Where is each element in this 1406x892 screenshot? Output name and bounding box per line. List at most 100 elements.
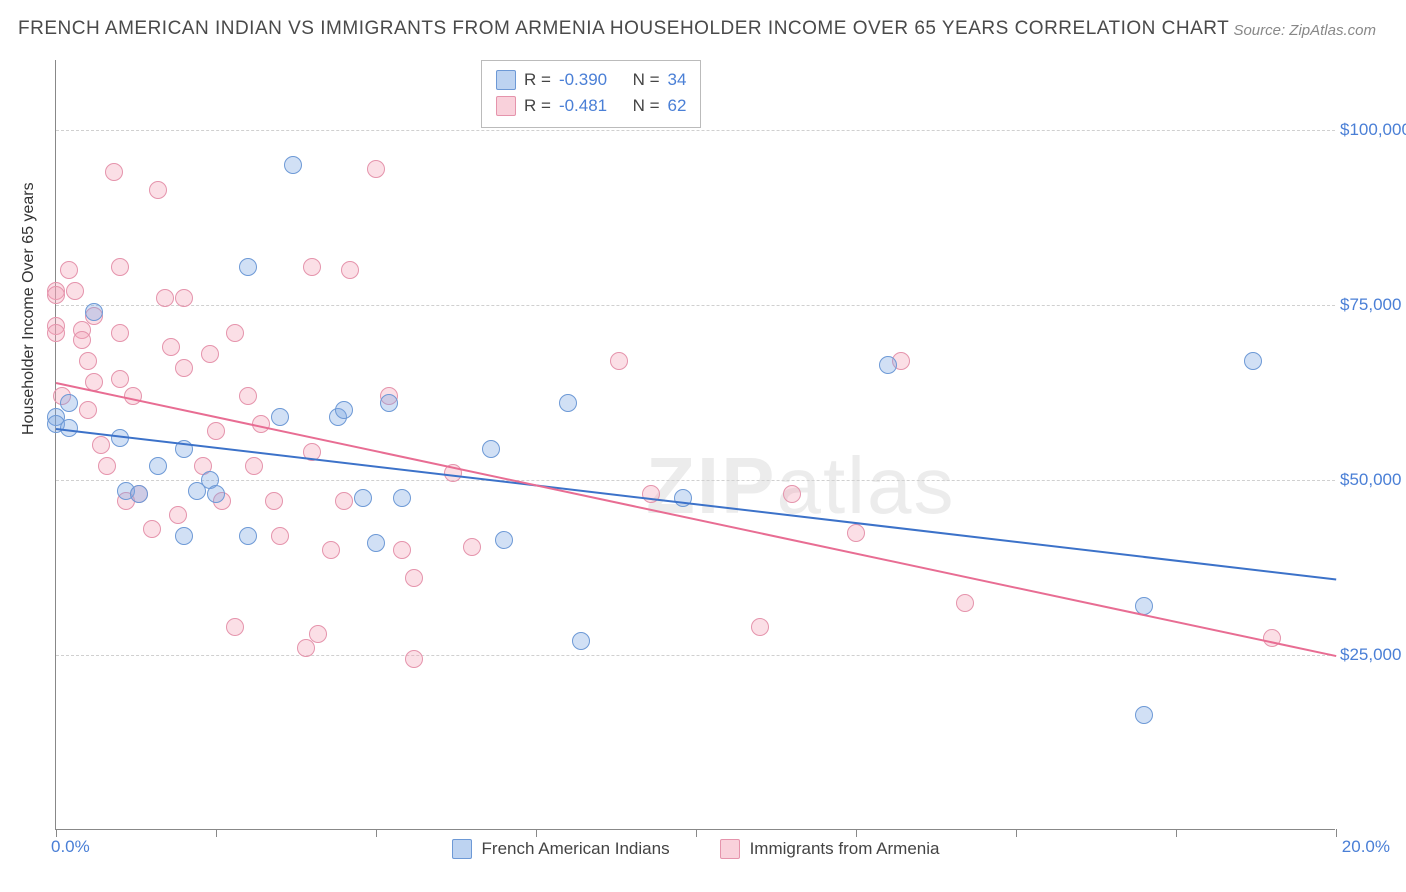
- scatter-point-pink: [405, 569, 423, 587]
- scatter-point-pink: [111, 324, 129, 342]
- scatter-point-blue: [130, 485, 148, 503]
- scatter-chart: ZIPatlas R = -0.390 N = 34 R = -0.481 N …: [55, 60, 1335, 830]
- scatter-point-pink: [226, 618, 244, 636]
- scatter-point-pink: [149, 181, 167, 199]
- gridline: [56, 305, 1335, 306]
- x-tick: [376, 829, 377, 837]
- scatter-point-pink: [341, 261, 359, 279]
- y-tick-label: $25,000: [1340, 645, 1406, 665]
- x-tick: [216, 829, 217, 837]
- swatch-pink-icon: [720, 839, 740, 859]
- scatter-point-blue: [393, 489, 411, 507]
- scatter-point-blue: [271, 408, 289, 426]
- scatter-point-pink: [751, 618, 769, 636]
- x-tick: [1336, 829, 1337, 837]
- x-tick: [536, 829, 537, 837]
- legend-label: French American Indians: [482, 839, 670, 859]
- stats-row-pink: R = -0.481 N = 62: [496, 93, 686, 119]
- scatter-point-blue: [367, 534, 385, 552]
- scatter-point-pink: [335, 492, 353, 510]
- scatter-point-pink: [162, 338, 180, 356]
- scatter-point-blue: [284, 156, 302, 174]
- scatter-point-pink: [309, 625, 327, 643]
- x-tick-label-right: 20.0%: [1342, 837, 1390, 857]
- x-tick: [56, 829, 57, 837]
- scatter-point-pink: [124, 387, 142, 405]
- scatter-point-blue: [354, 489, 372, 507]
- legend-item-blue: French American Indians: [452, 839, 670, 859]
- scatter-point-blue: [85, 303, 103, 321]
- source-attribution: Source: ZipAtlas.com: [1233, 22, 1376, 39]
- scatter-point-pink: [143, 520, 161, 538]
- gridline: [56, 130, 1335, 131]
- scatter-point-pink: [156, 289, 174, 307]
- scatter-point-blue: [482, 440, 500, 458]
- x-tick: [1176, 829, 1177, 837]
- scatter-point-blue: [380, 394, 398, 412]
- scatter-point-pink: [169, 506, 187, 524]
- scatter-point-pink: [226, 324, 244, 342]
- scatter-point-pink: [105, 163, 123, 181]
- scatter-point-blue: [1244, 352, 1262, 370]
- scatter-point-pink: [393, 541, 411, 559]
- x-tick-label-left: 0.0%: [51, 837, 90, 857]
- scatter-point-pink: [111, 258, 129, 276]
- trendline-blue: [56, 428, 1336, 580]
- x-tick: [856, 829, 857, 837]
- x-tick: [696, 829, 697, 837]
- chart-title: FRENCH AMERICAN INDIAN VS IMMIGRANTS FRO…: [18, 18, 1229, 40]
- scatter-point-pink: [956, 594, 974, 612]
- scatter-point-pink: [60, 261, 78, 279]
- scatter-point-pink: [265, 492, 283, 510]
- scatter-point-pink: [47, 324, 65, 342]
- scatter-point-blue: [239, 527, 257, 545]
- legend-label: Immigrants from Armenia: [750, 839, 940, 859]
- scatter-point-blue: [559, 394, 577, 412]
- scatter-point-pink: [463, 538, 481, 556]
- trendline-pink: [56, 382, 1336, 657]
- swatch-blue-icon: [496, 70, 516, 90]
- y-tick-label: $75,000: [1340, 295, 1406, 315]
- scatter-point-blue: [60, 394, 78, 412]
- scatter-point-pink: [175, 289, 193, 307]
- gridline: [56, 480, 1335, 481]
- scatter-point-pink: [98, 457, 116, 475]
- scatter-point-pink: [847, 524, 865, 542]
- scatter-point-pink: [66, 282, 84, 300]
- scatter-point-blue: [572, 632, 590, 650]
- y-tick-label: $100,000: [1340, 120, 1406, 140]
- scatter-point-blue: [175, 527, 193, 545]
- y-tick-label: $50,000: [1340, 470, 1406, 490]
- scatter-point-pink: [73, 331, 91, 349]
- scatter-point-pink: [79, 401, 97, 419]
- scatter-point-pink: [367, 160, 385, 178]
- scatter-point-pink: [92, 436, 110, 454]
- scatter-point-blue: [149, 457, 167, 475]
- scatter-point-pink: [271, 527, 289, 545]
- scatter-point-pink: [297, 639, 315, 657]
- swatch-pink-icon: [496, 96, 516, 116]
- legend-item-pink: Immigrants from Armenia: [720, 839, 940, 859]
- y-axis-title: Householder Income Over 65 years: [20, 182, 38, 435]
- scatter-point-blue: [495, 531, 513, 549]
- scatter-point-blue: [207, 485, 225, 503]
- scatter-point-pink: [783, 485, 801, 503]
- scatter-point-pink: [245, 457, 263, 475]
- scatter-point-blue: [335, 401, 353, 419]
- scatter-point-pink: [322, 541, 340, 559]
- scatter-point-pink: [405, 650, 423, 668]
- scatter-point-pink: [111, 370, 129, 388]
- swatch-blue-icon: [452, 839, 472, 859]
- scatter-point-blue: [879, 356, 897, 374]
- correlation-stats-box: R = -0.390 N = 34 R = -0.481 N = 62: [481, 60, 701, 128]
- x-tick: [1016, 829, 1017, 837]
- scatter-point-pink: [79, 352, 97, 370]
- scatter-point-pink: [201, 345, 219, 363]
- scatter-point-pink: [239, 387, 257, 405]
- scatter-point-pink: [303, 258, 321, 276]
- scatter-point-pink: [610, 352, 628, 370]
- scatter-point-blue: [60, 419, 78, 437]
- scatter-point-pink: [47, 286, 65, 304]
- scatter-point-pink: [207, 422, 225, 440]
- scatter-point-blue: [1135, 706, 1153, 724]
